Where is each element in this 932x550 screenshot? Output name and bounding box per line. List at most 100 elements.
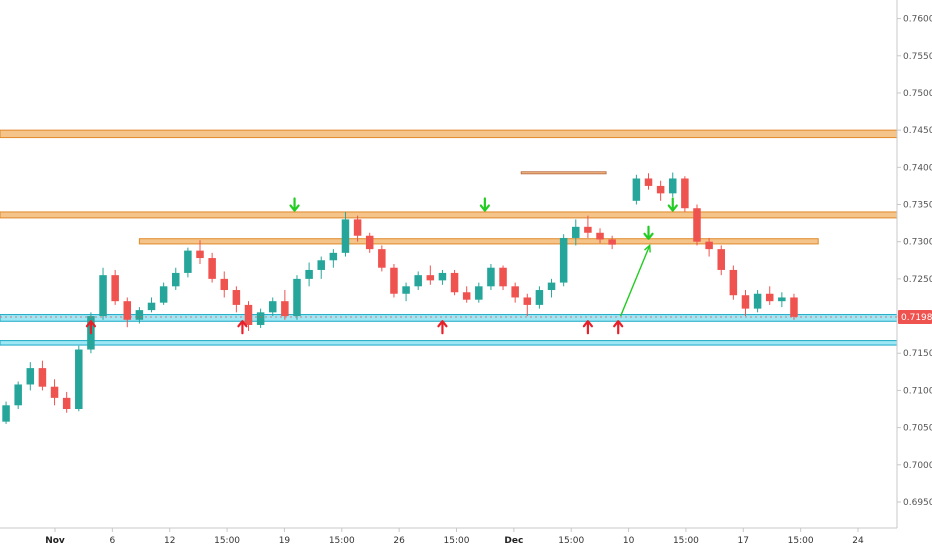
candle — [341, 211, 350, 257]
candle — [135, 307, 144, 324]
up-arrow-icon[interactable] — [437, 320, 448, 335]
candle-body — [123, 301, 132, 320]
candle — [656, 180, 665, 201]
candle — [208, 252, 216, 283]
x-tick-label: 15:00 — [788, 536, 814, 546]
x-tick-label: 12 — [164, 536, 175, 546]
candle-body — [778, 297, 786, 302]
candle-body — [729, 269, 738, 296]
candle-body — [523, 297, 532, 305]
candle — [123, 297, 132, 328]
up-arrow-icon[interactable] — [613, 320, 624, 335]
candle-body — [220, 278, 229, 291]
candle-body — [547, 282, 556, 291]
candle-body — [353, 219, 362, 236]
candle — [305, 262, 313, 287]
y-tick-label: 0.69500 — [903, 498, 932, 508]
candle — [608, 235, 616, 250]
candle-body — [450, 272, 459, 293]
x-tick-label: 19 — [279, 536, 291, 546]
candle-body — [159, 286, 168, 303]
candle-body — [596, 232, 604, 240]
resistance-line-zone-5[interactable] — [520, 171, 607, 175]
candle — [559, 234, 568, 287]
down-arrow-icon[interactable] — [667, 197, 678, 212]
x-axis[interactable]: Nov 6 12 15:00 19 15:00 26 15:00 Dec 15:00 10 15:00… — [45, 528, 864, 546]
candle — [390, 264, 398, 298]
candle — [14, 381, 22, 410]
x-tick-label: 15:00 — [444, 536, 470, 546]
up-arrow-icon[interactable] — [582, 320, 593, 335]
candle — [523, 293, 532, 317]
candle-body — [705, 241, 713, 250]
candle — [365, 232, 374, 253]
x-tick-label: 6 — [109, 536, 115, 546]
candle — [426, 265, 435, 285]
candle — [256, 308, 265, 328]
candle-body — [644, 178, 653, 186]
candle-body — [244, 304, 253, 325]
candle — [26, 362, 35, 391]
candle-body — [390, 267, 398, 294]
candle-body — [584, 226, 592, 233]
candle — [159, 282, 168, 305]
up-arrow-icon[interactable] — [237, 320, 248, 335]
candle — [2, 401, 10, 424]
x-tick-label: 17 — [738, 536, 749, 546]
candle-body — [26, 368, 35, 385]
candle-body — [559, 237, 568, 283]
resistance-zone-1[interactable] — [0, 211, 898, 219]
resistance-zone-2[interactable] — [138, 238, 819, 245]
down-arrow-icon[interactable] — [643, 225, 654, 240]
candle — [50, 379, 59, 406]
candle-body — [668, 178, 677, 194]
candle — [487, 264, 495, 291]
candle-body — [208, 258, 216, 279]
candle-body — [475, 286, 483, 300]
candle — [717, 245, 725, 276]
candle-body — [535, 290, 544, 305]
down-arrow-icon[interactable] — [479, 197, 490, 212]
candle — [147, 297, 156, 313]
candle-body — [790, 297, 798, 317]
candle-body — [50, 386, 59, 398]
candle — [353, 215, 362, 242]
candle — [111, 269, 119, 305]
candle-body — [184, 250, 192, 273]
candle — [778, 292, 786, 308]
x-tick-label: 10 — [623, 536, 635, 546]
candle — [681, 176, 689, 212]
support-zone-4[interactable] — [0, 340, 898, 346]
up-arrow-icon[interactable] — [85, 320, 97, 335]
candle — [705, 237, 713, 257]
candle-body — [693, 208, 701, 242]
candle — [596, 228, 604, 244]
candle-body — [765, 293, 774, 302]
candle-body — [717, 249, 725, 270]
candle-body — [572, 226, 580, 238]
candle-body — [232, 290, 241, 305]
candle-body — [268, 301, 277, 313]
candle — [232, 286, 241, 313]
resistance-zone-0[interactable] — [0, 129, 898, 139]
support-zone-3[interactable] — [0, 314, 898, 322]
projection-line[interactable] — [619, 245, 651, 317]
candle-body — [196, 250, 204, 259]
candle-body — [753, 293, 762, 309]
candle-body — [632, 178, 641, 201]
candle-body — [365, 235, 374, 250]
candle — [535, 286, 544, 309]
candle-body — [305, 269, 313, 279]
candle — [196, 240, 204, 264]
candle — [753, 290, 762, 313]
candle — [547, 278, 556, 298]
down-arrow-icon[interactable] — [289, 197, 300, 212]
candle-body — [681, 178, 689, 209]
